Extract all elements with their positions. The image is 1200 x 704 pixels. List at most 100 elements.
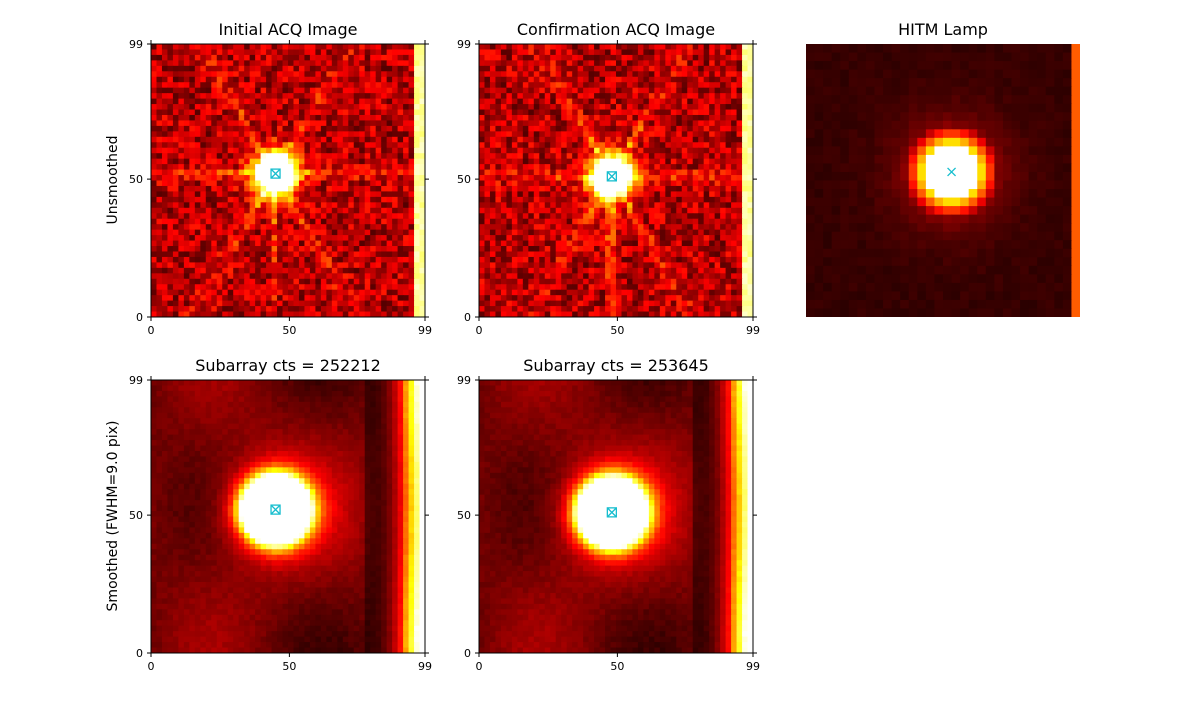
pixel-cell <box>227 49 234 56</box>
pixel-cell <box>687 235 694 242</box>
pixel-cell <box>489 273 497 280</box>
pixel-cell <box>353 65 360 72</box>
pixel-cell <box>255 87 262 94</box>
pixel-cell <box>392 98 399 105</box>
pixel-cell <box>731 251 738 258</box>
pixel-cell <box>626 136 634 143</box>
pixel-cell <box>643 185 650 193</box>
pixel-cell <box>648 218 655 225</box>
pixel-cell <box>211 229 218 236</box>
pixel-cell <box>583 60 590 67</box>
pixel-cell <box>681 65 688 72</box>
pixel-cell <box>266 246 273 253</box>
pixel-cell <box>392 202 399 209</box>
pixel-cell <box>266 60 273 67</box>
pixel-cell <box>709 185 716 193</box>
pixel-cell <box>687 180 694 187</box>
pixel-cell <box>348 180 355 187</box>
pixel-cell <box>381 180 388 187</box>
pixel-cell <box>414 246 421 253</box>
pixel-cell <box>736 164 743 171</box>
pixel-cell <box>172 54 179 61</box>
pixel-cell <box>720 251 727 258</box>
pixel-cell <box>731 54 738 61</box>
pixel-cell <box>495 246 502 253</box>
pixel-cell <box>392 289 399 296</box>
pixel-cell <box>605 185 612 193</box>
pixel-cell <box>320 262 327 269</box>
pixel-cell <box>626 125 634 132</box>
pixel-cell <box>555 109 562 116</box>
pixel-cell <box>200 240 207 247</box>
pixel-cell <box>731 65 738 72</box>
pixel-cell <box>637 164 644 171</box>
pixel-cell <box>288 120 295 127</box>
pixel-cell <box>670 278 677 285</box>
pixel-cell <box>489 104 497 111</box>
pixel-cell <box>386 295 393 302</box>
pixel-cell <box>709 54 716 61</box>
pixel-cell <box>167 180 174 187</box>
pixel-cell <box>326 98 333 105</box>
pixel-cell <box>643 49 650 56</box>
pixel-cell <box>172 196 179 203</box>
pixel-cell <box>528 49 535 56</box>
pixel-cell <box>544 82 551 89</box>
pixel-cell <box>692 76 699 83</box>
pixel-cell <box>747 109 753 116</box>
pixel-cell <box>720 246 727 253</box>
pixel-cell <box>692 109 699 116</box>
pixel-cell <box>747 229 753 236</box>
pixel-cell <box>670 267 677 274</box>
pixel-cell <box>222 311 229 317</box>
pixel-cell <box>539 153 546 160</box>
pixel-cell <box>386 185 393 193</box>
pixel-cell <box>550 114 557 122</box>
pixel-cell <box>594 60 601 67</box>
pixel-cell <box>725 306 732 313</box>
pixel-cell <box>331 202 338 209</box>
pixel-cell <box>238 185 245 193</box>
pixel-cell <box>703 136 710 143</box>
pixel-cell <box>337 131 344 138</box>
pixel-cell <box>605 180 612 187</box>
pixel-cell <box>599 207 606 214</box>
pixel-cell <box>511 196 518 203</box>
pixel-cell <box>244 289 251 296</box>
pixel-cell <box>244 164 251 171</box>
pixel-cell <box>495 256 502 263</box>
pixel-cell <box>326 207 333 214</box>
pixel-cell <box>298 125 306 132</box>
pixel-cell <box>331 207 338 214</box>
pixel-cell <box>709 240 716 247</box>
pixel-cell <box>375 153 382 160</box>
pixel-cell <box>550 207 557 214</box>
pixel-cell <box>408 65 415 72</box>
pixel-cell <box>610 109 617 116</box>
pixel-cell <box>397 153 404 160</box>
pixel-cell <box>616 289 623 296</box>
pixel-cell <box>605 300 612 307</box>
pixel-cell <box>392 240 399 247</box>
pixel-cell <box>676 131 683 138</box>
pixel-cell <box>670 246 677 253</box>
pixel-cell <box>506 218 513 225</box>
pixel-cell <box>742 207 749 214</box>
pixel-cell <box>386 273 393 280</box>
pixel-cell <box>189 262 196 269</box>
pixel-cell <box>320 125 327 132</box>
pixel-cell <box>517 262 524 269</box>
pixel-cell <box>742 240 749 247</box>
pixel-cell <box>605 256 612 263</box>
pixel-cell <box>298 180 306 187</box>
pixel-cell <box>364 213 371 220</box>
pixel-cell <box>610 289 617 296</box>
pixel-cell <box>227 169 234 176</box>
pixel-cell <box>747 147 753 154</box>
pixel-cell <box>414 169 421 176</box>
pixel-cell <box>698 185 705 193</box>
pixel-cell <box>659 196 666 203</box>
pixel-cell <box>533 295 540 302</box>
pixel-cell <box>703 229 710 236</box>
pixel-cell <box>605 114 612 122</box>
